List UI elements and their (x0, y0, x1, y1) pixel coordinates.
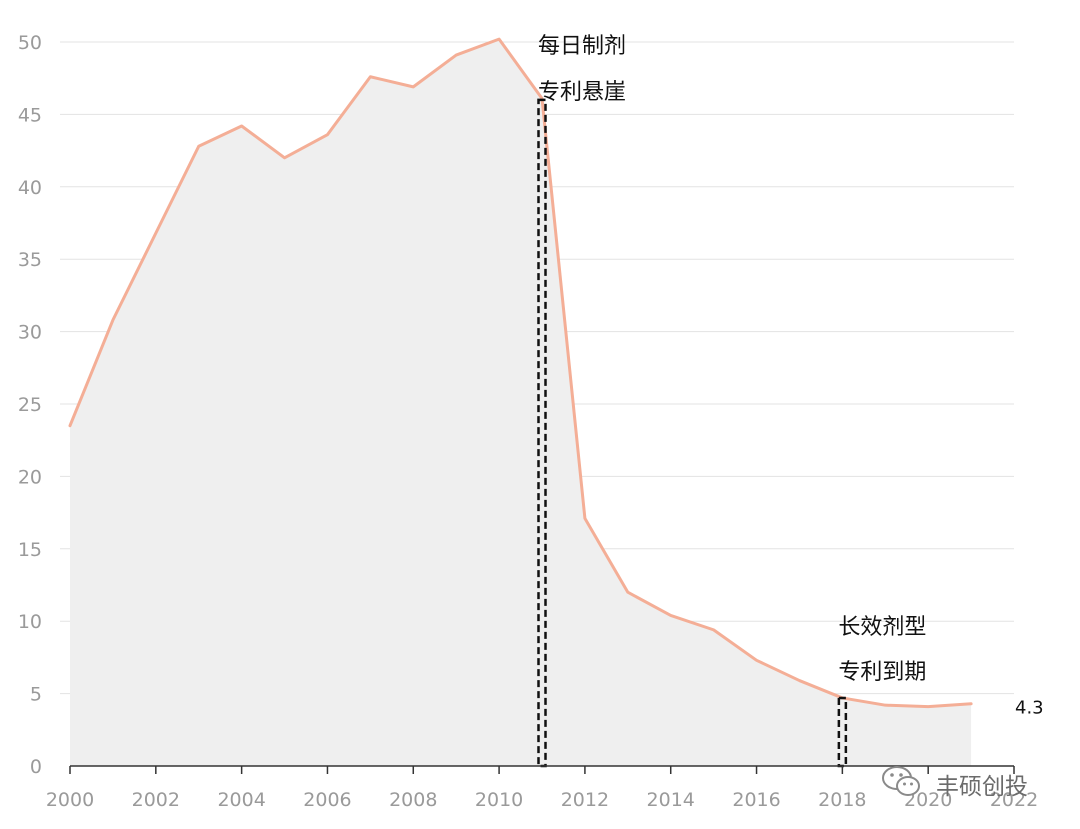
x-tick-label: 2022 (990, 789, 1038, 811)
x-tick-label: 2004 (217, 789, 265, 811)
watermark-label: 丰硕创投 (936, 774, 1028, 800)
x-tick-label: 2008 (389, 789, 437, 811)
x-tick-label: 2010 (475, 789, 523, 811)
annotation-label-line2: 专利到期 (838, 660, 926, 685)
area-fill (70, 39, 972, 766)
y-tick-label: 0 (30, 756, 42, 778)
annotation-label-line2: 专利悬崖 (538, 80, 626, 105)
wechat-icon (882, 766, 920, 796)
y-tick-label: 10 (18, 611, 42, 633)
labels: 0 5 10 15 20 25 30 35 40 45 50 2000 2002 2004 2006 2008… (18, 32, 1044, 811)
annotation-label-line1: 长效剂型 (838, 615, 926, 640)
y-tick-label: 40 (18, 177, 42, 199)
y-tick-label: 5 (30, 684, 42, 706)
axes (69, 765, 1015, 774)
x-tick-label: 2020 (904, 789, 952, 811)
annotation-label-line1: 每日制剂 (538, 34, 626, 59)
y-tick-label: 50 (18, 32, 42, 54)
watermark: 丰硕创投 (880, 762, 1055, 802)
x-tick-label: 2006 (303, 789, 351, 811)
y-tick-label: 20 (18, 466, 42, 488)
x-tick-label: 2000 (46, 789, 94, 811)
series-line (68, 37, 973, 709)
x-tick-label: 2016 (732, 789, 780, 811)
x-tick-label: 2018 (818, 789, 866, 811)
x-tick-label: 2014 (647, 789, 695, 811)
area-fill-layer (70, 39, 972, 766)
y-tick-label: 35 (18, 249, 42, 271)
series-line-layer (68, 37, 973, 709)
end-value-label: 4.3 (1015, 698, 1044, 719)
y-tick-label: 25 (18, 394, 42, 416)
y-tick-label: 45 (18, 104, 42, 126)
y-tick-label: 30 (18, 322, 42, 344)
y-tick-label: 15 (18, 539, 42, 561)
x-tick-label: 2002 (132, 789, 180, 811)
x-tick-label: 2012 (561, 789, 609, 811)
